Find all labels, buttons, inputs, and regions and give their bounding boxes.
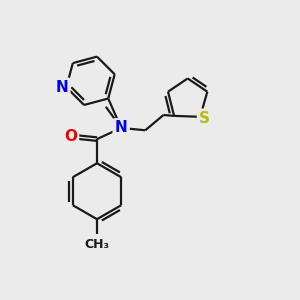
Text: CH₃: CH₃ <box>85 238 110 251</box>
Text: O: O <box>64 129 77 144</box>
Text: N: N <box>115 120 128 135</box>
Text: N: N <box>56 80 68 95</box>
Text: S: S <box>199 111 210 126</box>
